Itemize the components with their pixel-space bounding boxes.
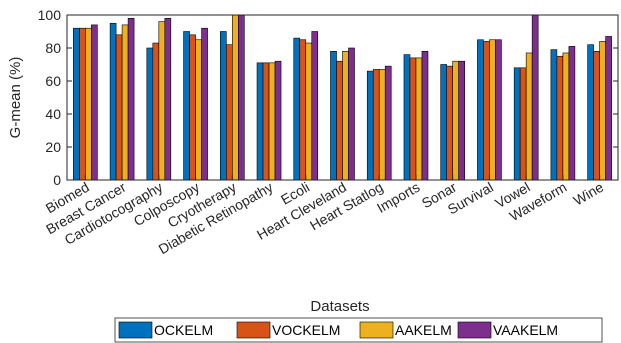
bar-aakelm-5	[268, 62, 276, 181]
bar-vockelm-0	[79, 27, 86, 181]
bar-aakelm-2	[158, 21, 166, 181]
bar-vockelm-14	[593, 50, 600, 181]
bar-ockelm-0	[73, 27, 80, 181]
bar-ockelm-14	[587, 44, 594, 181]
bar-aakelm-6	[305, 42, 313, 181]
bar-ockelm-8	[366, 70, 374, 181]
bar-vockelm-10	[446, 65, 454, 181]
bar-vaakelm-8	[384, 65, 392, 181]
bar-aakelm-13	[562, 52, 570, 181]
legend-swatch-aakelm	[359, 321, 394, 339]
y-tick-labels: 0 20 40 60 80 100	[38, 7, 62, 188]
bar-aakelm-3	[195, 39, 202, 181]
y-tick-label: 60	[45, 73, 61, 89]
axes-group	[66, 14, 619, 181]
y-tick-label: 0	[53, 172, 61, 188]
bar-vaakelm-2	[164, 17, 172, 181]
bar-aakelm-12	[525, 52, 533, 181]
x-tick-label: Wine	[571, 179, 607, 209]
bar-vockelm-8	[372, 69, 380, 181]
bar-aakelm-14	[599, 41, 606, 181]
bar-vaakelm-10	[458, 60, 466, 181]
x-tick-label: Imports	[374, 179, 422, 216]
bar-ockelm-7	[330, 50, 337, 181]
bar-vaakelm-9	[421, 50, 429, 181]
bar-vaakelm-14	[605, 36, 612, 181]
y-tick-label: 100	[38, 7, 62, 23]
bar-ockelm-10	[440, 64, 448, 181]
y-tick-label: 20	[45, 139, 61, 155]
bar-vockelm-1	[115, 34, 123, 181]
legend-label-ockelm: OCKELM	[154, 322, 213, 338]
y-axis-title: G-mean (%)	[7, 57, 24, 139]
bar-vockelm-4	[226, 44, 233, 181]
legend-label-vaakelm: VAAKELM	[493, 322, 558, 338]
bar-vaakelm-11	[495, 39, 502, 181]
legend-box	[114, 317, 603, 343]
bar-vockelm-5	[262, 62, 270, 181]
bar-ockelm-2	[146, 47, 154, 181]
bar-vaakelm-1	[127, 17, 135, 181]
bar-aakelm-9	[415, 57, 423, 181]
legend: OCKELM VOCKELM AAKELM VAAKELM	[114, 317, 603, 343]
bar-aakelm-1	[121, 24, 129, 181]
bar-vockelm-7	[336, 60, 343, 181]
bar-aakelm-4	[232, 14, 239, 181]
bar-aakelm-8	[378, 69, 386, 181]
bar-vaakelm-7	[348, 47, 355, 181]
bar-vockelm-13	[556, 55, 564, 181]
bar-vaakelm-0	[91, 24, 98, 181]
bar-aakelm-7	[342, 50, 349, 181]
bar-vaakelm-12	[531, 14, 539, 181]
bar-vaakelm-3	[201, 27, 208, 181]
bar-vaakelm-6	[311, 31, 319, 181]
bar-ockelm-6	[293, 37, 301, 181]
bar-ockelm-11	[477, 39, 484, 181]
y-tick-label: 80	[45, 40, 61, 56]
bar-vockelm-6	[299, 39, 307, 181]
legend-swatch-vockelm	[236, 321, 271, 339]
y-tick-label: 40	[45, 106, 61, 122]
legend-label-aakelm: AAKELM	[395, 322, 452, 338]
x-axis-title: Datasets	[310, 298, 369, 315]
legend-swatch-vaakelm	[457, 321, 492, 339]
bar-vaakelm-5	[274, 60, 282, 181]
bar-ockelm-1	[109, 22, 117, 181]
bar-ockelm-3	[183, 31, 190, 181]
bar-ockelm-5	[256, 62, 264, 181]
bar-vockelm-11	[483, 41, 490, 181]
bar-vockelm-3	[189, 34, 196, 181]
bar-aakelm-11	[489, 39, 496, 181]
legend-swatch-ockelm	[118, 321, 153, 339]
bar-vaakelm-13	[568, 46, 576, 181]
legend-label-vockelm: VOCKELM	[272, 322, 340, 338]
bar-vockelm-9	[409, 57, 417, 181]
bar-ockelm-9	[403, 54, 411, 181]
bar-vockelm-2	[152, 42, 160, 181]
bar-vockelm-12	[519, 67, 527, 181]
bar-aakelm-10	[452, 60, 460, 181]
bar-ockelm-12	[513, 67, 521, 181]
bar-aakelm-0	[85, 27, 92, 181]
bar-vaakelm-4	[238, 14, 245, 181]
bar-ockelm-13	[550, 49, 558, 181]
bar-ockelm-4	[220, 31, 227, 181]
